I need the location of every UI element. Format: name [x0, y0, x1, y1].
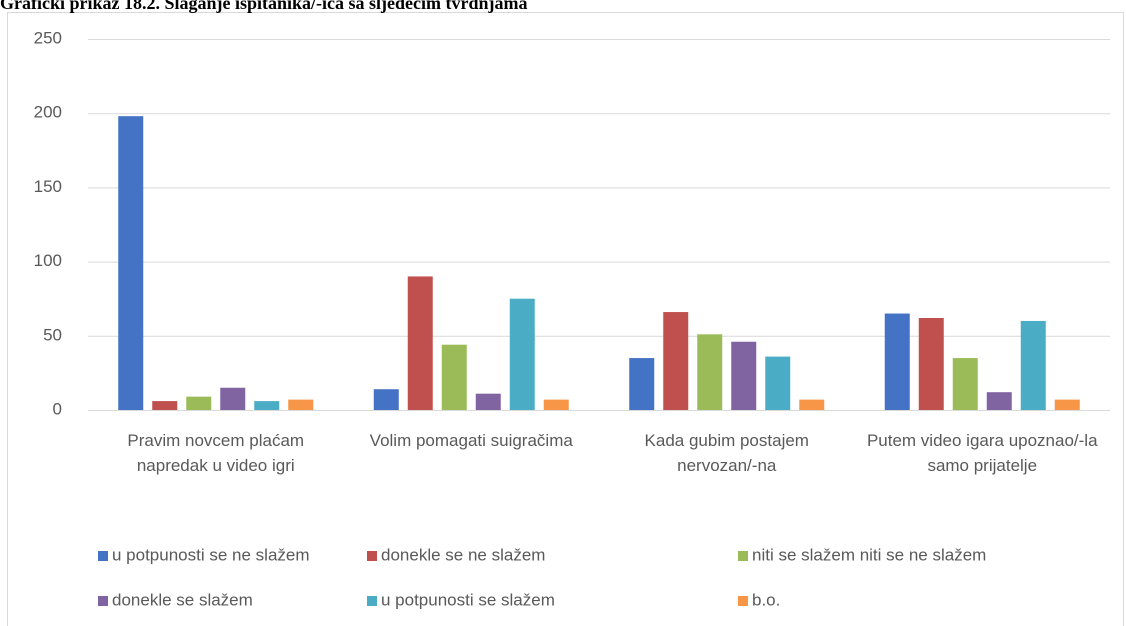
bar	[220, 387, 246, 410]
bar	[1020, 320, 1046, 410]
bar	[663, 312, 689, 410]
x-tick-label: Putem video igara upoznao/-la samo prija…	[866, 431, 1098, 475]
legend-swatch	[98, 551, 108, 561]
bar	[986, 392, 1012, 410]
bar	[731, 341, 757, 410]
bar	[373, 389, 399, 410]
chart-frame	[7, 12, 1124, 626]
legend-label: b.o.	[752, 590, 780, 609]
bar	[918, 317, 944, 410]
legend-label: donekle se slažem	[112, 590, 253, 609]
bar	[475, 393, 501, 410]
legend-swatch	[738, 596, 748, 606]
legend-swatch	[738, 551, 748, 561]
bar	[118, 116, 144, 410]
bar	[441, 344, 467, 410]
y-tick-label: 200	[34, 103, 62, 122]
y-tick-label: 100	[34, 251, 62, 270]
bar	[509, 298, 535, 410]
legend-swatch	[367, 551, 377, 561]
y-tick-label: 250	[34, 28, 62, 47]
y-tick-label: 50	[43, 325, 62, 344]
legend-swatch	[98, 596, 108, 606]
legend-label: u potpunosti se ne slažem	[112, 545, 310, 564]
legend-label: u potpunosti se slažem	[381, 590, 555, 609]
y-tick-label: 150	[34, 177, 62, 196]
y-tick-label: 0	[53, 399, 62, 418]
bar	[543, 399, 569, 410]
chart-title: Grafički prikaz 18.2. Slaganje ispitanik…	[0, 0, 528, 13]
x-tick-label: Pravim novcem plaćam napredak u video ig…	[127, 431, 305, 475]
legend-label: donekle se ne slažem	[381, 545, 545, 564]
legend-swatch	[367, 596, 377, 606]
bar	[952, 358, 978, 410]
bar	[152, 401, 178, 410]
bar	[799, 399, 825, 410]
x-tick-label: Volim pomagati suigračima	[369, 431, 573, 450]
legend-label: niti se slažem niti se ne slažem	[752, 545, 986, 564]
bar	[1054, 399, 1080, 410]
bar	[884, 313, 910, 410]
bar	[765, 356, 791, 410]
bar	[288, 399, 314, 410]
bar	[186, 396, 212, 410]
bar	[697, 334, 723, 410]
bar	[407, 276, 433, 410]
bar	[629, 358, 655, 410]
x-tick-label: Kada gubim postajem nervozan/-na	[644, 431, 809, 475]
bar	[254, 401, 280, 410]
